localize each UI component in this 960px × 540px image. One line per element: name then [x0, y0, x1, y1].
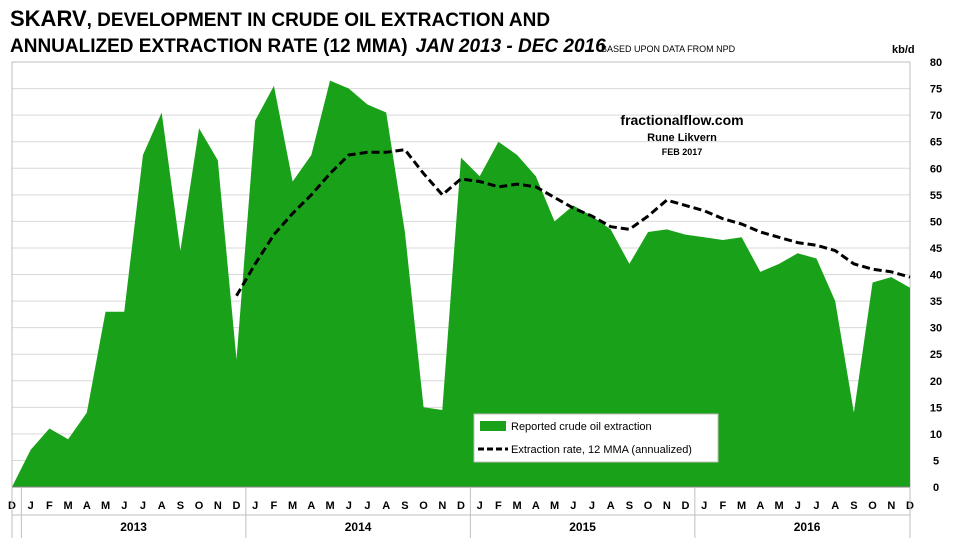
- legend-line-label: Extraction rate, 12 MMA (annualized): [511, 444, 692, 456]
- y-tick-label: 35: [930, 296, 942, 308]
- y-tick-label: 80: [930, 57, 942, 69]
- x-tick-label: J: [121, 500, 127, 512]
- x-tick-label: O: [419, 500, 428, 512]
- x-tick-label: S: [401, 500, 408, 512]
- y-tick-label: 25: [930, 349, 942, 361]
- x-tick-label: J: [589, 500, 595, 512]
- credit-site: fractionalflow.com: [620, 112, 743, 128]
- x-tick-label: A: [307, 500, 315, 512]
- legend-area-swatch: [480, 421, 506, 431]
- x-tick-label: F: [46, 500, 53, 512]
- x-tick-label: J: [813, 500, 819, 512]
- credits: fractionalflow.com Rune Likvern FEB 2017: [620, 112, 743, 157]
- x-tick-label: J: [140, 500, 146, 512]
- y-tick-label: 30: [930, 323, 942, 335]
- x-tick-label: F: [271, 500, 278, 512]
- x-tick-label: A: [756, 500, 764, 512]
- legend-area-label: Reported crude oil extraction: [511, 421, 652, 433]
- x-tick-label: D: [457, 500, 465, 512]
- x-tick-label: N: [663, 500, 671, 512]
- credit-date: FEB 2017: [662, 147, 703, 157]
- x-tick-label: O: [868, 500, 877, 512]
- y-axis: 0 5 10 15 20 25 30 35 40 45 50 55 60 65 70 75 80: [930, 57, 942, 494]
- title-rest: , DEVELOPMENT IN CRUDE OIL EXTRACTION AN…: [86, 10, 551, 31]
- x-tick-label: S: [850, 500, 857, 512]
- x-tick-label: F: [495, 500, 502, 512]
- legend: Reported crude oil extraction Extraction…: [473, 413, 719, 463]
- x-tick-label: M: [101, 500, 110, 512]
- x-tick-label: J: [477, 500, 483, 512]
- x-tick-label: A: [83, 500, 91, 512]
- y-tick-label: 55: [930, 190, 942, 202]
- y-tick-label: 75: [930, 84, 942, 96]
- extraction-area: [12, 80, 910, 487]
- year-label: 2013: [120, 520, 147, 534]
- year-label: 2016: [794, 520, 821, 534]
- x-tick-label: O: [644, 500, 653, 512]
- y-tick-label: 45: [930, 243, 942, 255]
- y-tick-label: 50: [930, 216, 942, 228]
- x-tick-label: M: [288, 500, 297, 512]
- x-tick-label: M: [550, 500, 559, 512]
- y-tick-label: 60: [930, 163, 942, 175]
- y-tick-label: 65: [930, 137, 942, 149]
- x-tick-label: A: [382, 500, 390, 512]
- x-tick-label: M: [737, 500, 746, 512]
- x-tick-label: J: [28, 500, 34, 512]
- legend-box: [473, 413, 719, 463]
- credit-author: Rune Likvern: [647, 132, 717, 144]
- extraction-area-layer: [11, 80, 911, 488]
- y-tick-label: 15: [930, 402, 942, 414]
- x-tick-label: A: [831, 500, 839, 512]
- x-axis: DJFMAMJJASONDJFMAMJJASONDJFMAMJJASONDJFM…: [8, 486, 914, 538]
- x-tick-label: S: [177, 500, 184, 512]
- y-tick-label: 5: [933, 455, 939, 467]
- x-tick-label: O: [195, 500, 204, 512]
- x-tick-label: N: [214, 500, 222, 512]
- y-tick-label: 20: [930, 376, 942, 388]
- source-note: BASED UPON DATA FROM NPD: [601, 44, 736, 54]
- chart-title-line-2: ANNUALIZED EXTRACTION RATE (12 MMA) JAN 2…: [10, 36, 606, 58]
- title-skarv: SKARV: [10, 6, 87, 31]
- x-tick-label: J: [701, 500, 707, 512]
- x-tick-label: J: [252, 500, 258, 512]
- x-tick-label: J: [795, 500, 801, 512]
- x-tick-label: S: [626, 500, 633, 512]
- year-label: 2014: [345, 520, 372, 534]
- y-tick-label: 0: [933, 482, 939, 494]
- x-tick-label: D: [233, 500, 241, 512]
- year-label: 2015: [569, 520, 596, 534]
- y-tick-label: 70: [930, 110, 942, 122]
- mma-line-layer: [235, 148, 911, 297]
- chart-title-line-1: SKARV, DEVELOPMENT IN CRUDE OIL EXTRACTI…: [10, 6, 550, 32]
- x-tick-label: M: [64, 500, 73, 512]
- y-tick-label: 40: [930, 270, 942, 282]
- x-tick-label: F: [720, 500, 727, 512]
- y-axis-unit: kb/d: [892, 44, 915, 56]
- x-tick-label: J: [570, 500, 576, 512]
- x-tick-label: J: [364, 500, 370, 512]
- x-tick-label: N: [438, 500, 446, 512]
- x-tick-label: M: [513, 500, 522, 512]
- title-period: JAN 2013 - DEC 2016: [415, 36, 606, 57]
- x-tick-label: A: [158, 500, 166, 512]
- title-line-2-main: ANNUALIZED EXTRACTION RATE (12 MMA): [10, 36, 408, 57]
- x-tick-label: N: [887, 500, 895, 512]
- x-tick-label: M: [774, 500, 783, 512]
- y-tick-label: 10: [930, 429, 942, 441]
- x-tick-label: A: [607, 500, 615, 512]
- x-tick-label: J: [346, 500, 352, 512]
- x-tick-label: M: [325, 500, 334, 512]
- x-tick-label: A: [532, 500, 540, 512]
- x-tick-label: D: [682, 500, 690, 512]
